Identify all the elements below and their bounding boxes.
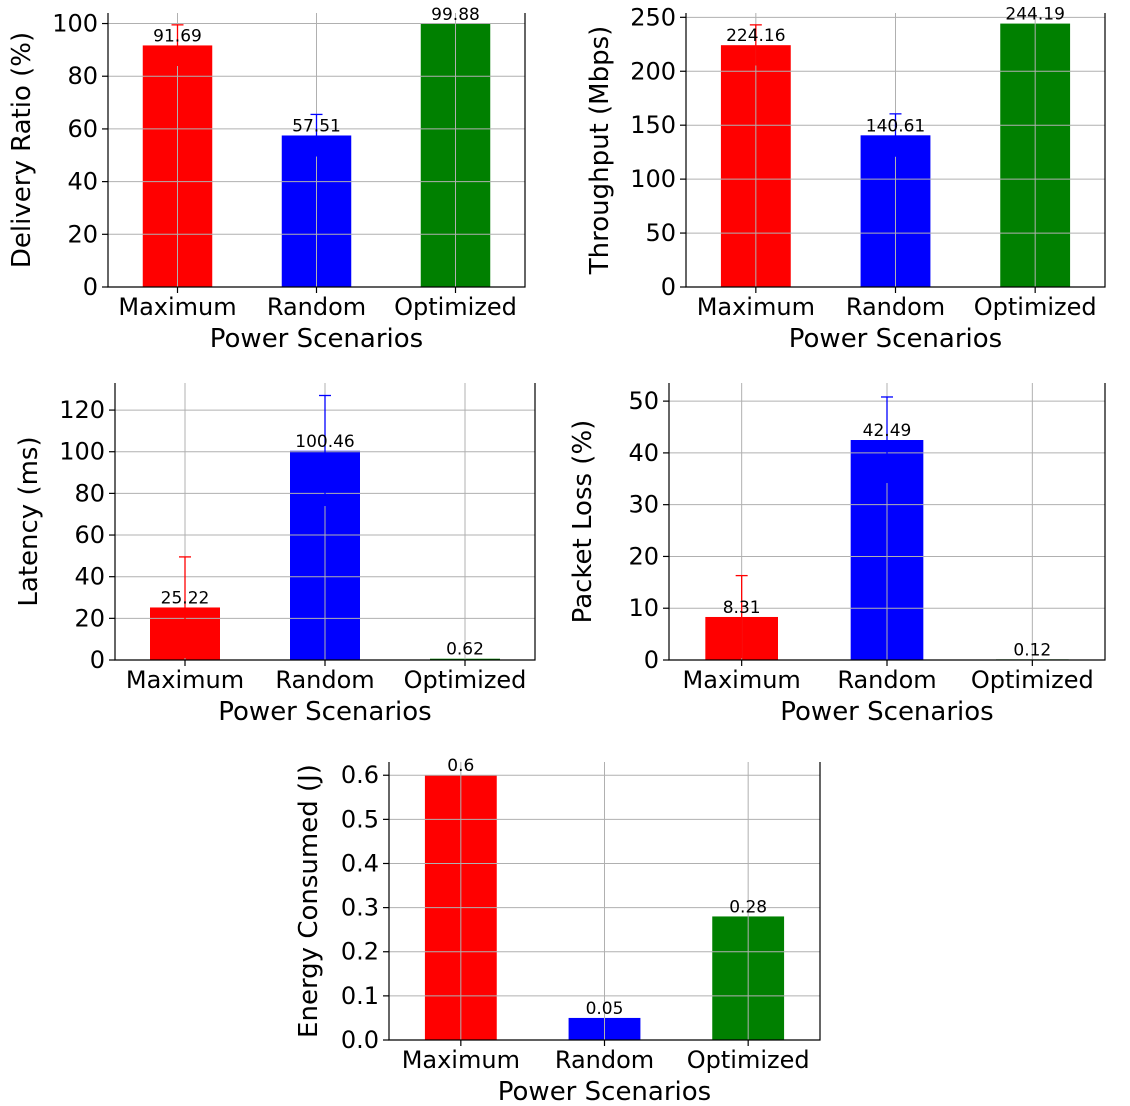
data-label-random: 0.05 [586, 999, 624, 1019]
panel-energy-consumed: 0.0 0.1 0.2 0.3 0.4 0.5 0.6 Maximum Random Optimi… [294, 756, 821, 1106]
x-tick-label-maximum: Maximum [402, 1046, 520, 1074]
y-tick-label: 0.5 [341, 805, 379, 833]
y-tick-label: 60 [67, 115, 98, 143]
x-tick-label-maximum: Maximum [697, 293, 815, 321]
y-tick-label: 40 [67, 168, 98, 196]
x-axis-title: Power Scenarios [218, 697, 431, 727]
y-tick-label: 0 [661, 273, 676, 301]
y-tick-label: 20 [628, 542, 659, 570]
y-tick-label: 50 [645, 219, 676, 247]
y-axis-title: Energy Consumed (J) [294, 764, 324, 1038]
y-axis-title: Latency (ms) [14, 436, 44, 606]
data-label-optimized: 0.28 [729, 897, 767, 917]
x-axis-title: Power Scenarios [789, 324, 1002, 354]
y-tick-label: 0.0 [341, 1026, 379, 1054]
data-label-random: 42.49 [863, 421, 912, 441]
x-tick-label-random: Random [275, 666, 374, 694]
y-tick-label: 100 [52, 10, 98, 38]
y-tick-label: 40 [628, 439, 659, 467]
x-axis-title: Power Scenarios [210, 324, 423, 354]
y-tick-label: 0.1 [341, 982, 379, 1010]
y-tick-label: 80 [67, 62, 98, 90]
x-axis-title: Power Scenarios [498, 1077, 711, 1106]
x-tick-label-maximum: Maximum [126, 666, 244, 694]
x-tick-label-random: Random [846, 293, 945, 321]
x-axis-title: Power Scenarios [780, 697, 993, 727]
data-label-optimized: 244.19 [1005, 5, 1064, 25]
y-axis-title: Throughput (Mbps) [585, 26, 615, 276]
y-tick-label: 60 [74, 521, 105, 549]
data-label-random: 100.46 [295, 432, 354, 452]
y-tick-label: 100 [59, 438, 105, 466]
y-tick-label: 10 [628, 594, 659, 622]
y-tick-label: 0 [83, 273, 98, 301]
y-tick-label: 30 [628, 491, 659, 519]
y-axis-title: Packet Loss (%) [568, 420, 598, 624]
x-tick-label-optimized: Optimized [974, 293, 1097, 321]
x-tick-label-maximum: Maximum [118, 293, 236, 321]
panel-delivery-ratio: 0 20 40 60 80 100 Maximum Random Optimized 91.69 5… [7, 5, 526, 354]
y-tick-label: 100 [630, 165, 676, 193]
y-tick-label: 0.6 [341, 761, 379, 789]
x-tick-label-optimized: Optimized [394, 293, 517, 321]
x-tick-label-random: Random [555, 1046, 654, 1074]
panel-throughput: 0 50 100 150 200 250 Maximum Random Optimized 224… [585, 3, 1106, 354]
y-tick-label: 0.2 [341, 938, 379, 966]
y-tick-label: 120 [59, 396, 105, 424]
x-tick-label-random: Random [267, 293, 366, 321]
panel-latency: 0 20 40 60 80 100 120 Maximum Random Optimized 25.… [14, 383, 536, 727]
x-tick-label-optimized: Optimized [971, 666, 1094, 694]
x-tick-label-optimized: Optimized [687, 1046, 810, 1074]
data-label-maximum: 8.31 [723, 598, 761, 618]
y-tick-label: 0 [90, 646, 105, 674]
x-tick-label-optimized: Optimized [404, 666, 527, 694]
y-axis-title: Delivery Ratio (%) [7, 32, 37, 268]
data-label-maximum: 91.69 [153, 26, 202, 46]
y-tick-label: 250 [630, 3, 676, 31]
y-tick-label: 20 [67, 220, 98, 248]
y-tick-label: 0 [644, 646, 659, 674]
data-label-random: 140.61 [866, 116, 925, 136]
data-label-random: 57.51 [292, 116, 341, 136]
x-tick-label-maximum: Maximum [683, 666, 801, 694]
data-label-optimized: 0.62 [446, 640, 484, 660]
data-label-maximum: 25.22 [161, 588, 210, 608]
y-tick-label: 40 [74, 563, 105, 591]
y-tick-label: 0.3 [341, 894, 379, 922]
panel-packet-loss: 0 10 20 30 40 50 Maximum Random Optimized 8.31 42.… [568, 383, 1106, 727]
y-tick-label: 50 [628, 387, 659, 415]
y-tick-label: 20 [74, 604, 105, 632]
x-tick-label-random: Random [837, 666, 936, 694]
y-tick-label: 200 [630, 57, 676, 85]
data-label-optimized: 0.12 [1013, 640, 1051, 660]
y-tick-label: 0.4 [341, 849, 379, 877]
data-label-maximum: 224.16 [726, 26, 785, 46]
y-tick-label: 80 [74, 479, 105, 507]
y-tick-label: 150 [630, 111, 676, 139]
data-label-optimized: 99.88 [431, 5, 480, 25]
data-label-maximum: 0.6 [447, 756, 474, 776]
